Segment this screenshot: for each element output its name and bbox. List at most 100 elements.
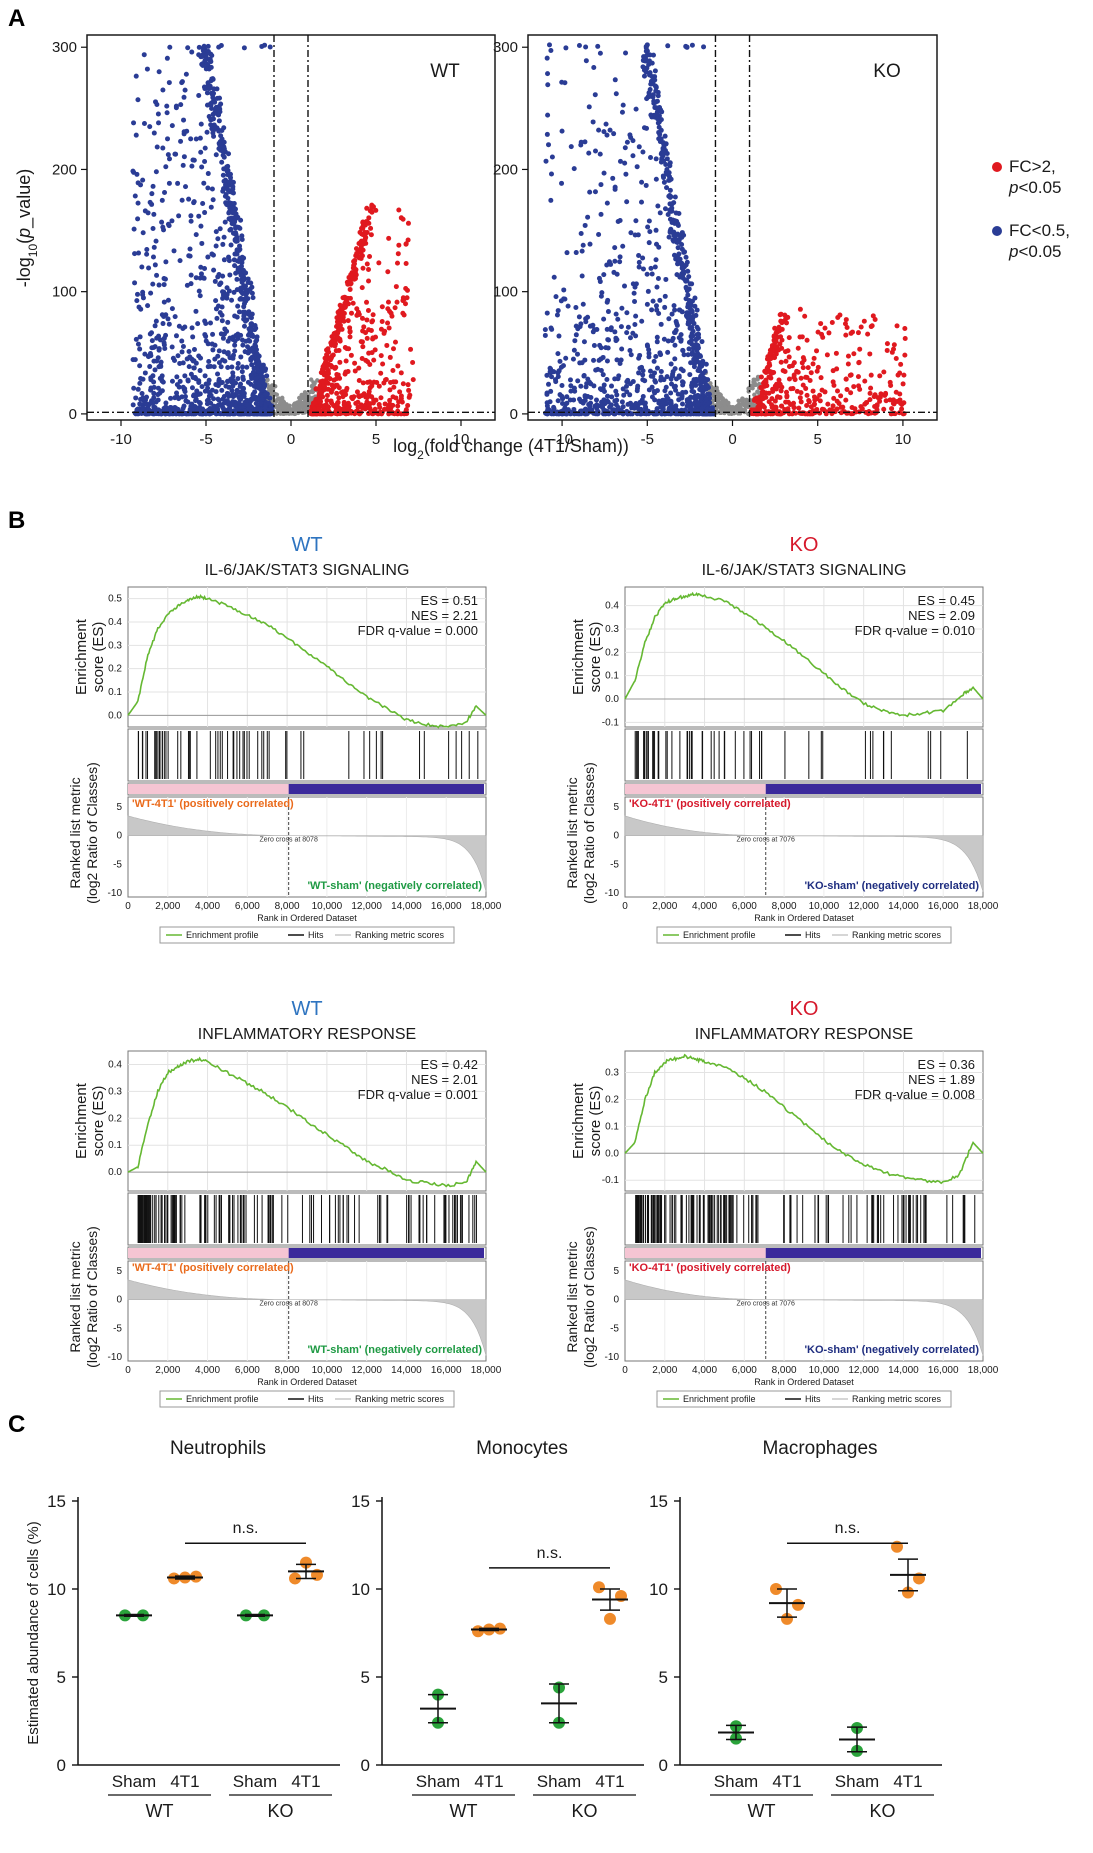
point-up	[325, 386, 331, 392]
point-up	[359, 285, 365, 291]
point-down	[678, 332, 684, 338]
point-down	[582, 357, 588, 363]
point-up	[329, 382, 335, 388]
point-down	[219, 136, 225, 142]
point-down	[580, 242, 586, 248]
point-up	[814, 368, 820, 374]
point-up	[855, 374, 861, 380]
point-down	[622, 283, 628, 289]
point-up	[356, 365, 362, 371]
point-down	[204, 90, 210, 96]
point-down	[597, 342, 603, 348]
point-up	[760, 403, 766, 409]
point-down	[687, 396, 693, 402]
point-down	[674, 272, 680, 278]
point-down	[187, 354, 193, 360]
es-y-tick-label: 0.3	[605, 1068, 619, 1079]
point-down	[174, 374, 180, 380]
point-down	[660, 140, 666, 146]
point-up	[364, 261, 370, 267]
point-down	[196, 93, 202, 99]
point-down	[632, 284, 638, 290]
point-up	[804, 337, 810, 343]
point-down	[579, 248, 585, 254]
zero-cross-label: Zero cross at 7076	[737, 1301, 795, 1308]
point-down	[545, 112, 551, 118]
point-up	[407, 392, 413, 398]
point-down	[680, 368, 686, 374]
point-down	[133, 395, 139, 401]
point-down	[661, 377, 667, 383]
point-down	[581, 373, 587, 379]
point-down	[655, 116, 661, 122]
point-down	[214, 315, 220, 321]
point-down	[658, 321, 664, 327]
point-down	[243, 410, 249, 416]
point-down	[668, 176, 674, 182]
point-down	[220, 241, 226, 247]
point-down	[245, 276, 251, 282]
point-down	[612, 376, 618, 382]
point-down	[702, 386, 708, 392]
point-down	[642, 378, 648, 384]
gsea-plots: WT IL-6/JAK/STAT3 SIGNALING 0.0 0.1 0.2 0.3 0.…	[67, 534, 999, 1408]
point-up	[369, 209, 375, 215]
point-down	[663, 276, 669, 282]
point-down	[166, 180, 172, 186]
point-up	[335, 309, 341, 315]
gsea-legend-label: Hits	[805, 930, 821, 940]
point-down	[617, 254, 623, 260]
es-y-tick-label: 0.2	[605, 1094, 619, 1105]
point-up	[867, 390, 873, 396]
point-down	[205, 171, 211, 177]
point-down	[204, 61, 210, 67]
zero-cross-label: Zero cross at 7076	[737, 837, 795, 844]
point-down	[225, 187, 231, 193]
point-down	[262, 402, 268, 408]
point-down	[138, 375, 144, 381]
point-down	[156, 347, 162, 353]
point-down	[219, 403, 225, 409]
point-down	[676, 374, 682, 380]
point-down	[546, 381, 552, 387]
point-down	[131, 385, 137, 391]
point-down	[647, 229, 653, 235]
gsea-pathway-title: IL-6/JAK/STAT3 SIGNALING	[702, 562, 907, 579]
point-up	[370, 312, 376, 318]
point-down	[637, 399, 643, 405]
point-down	[227, 272, 233, 278]
point-up	[843, 317, 849, 323]
point-down	[554, 312, 560, 318]
point-down	[130, 168, 136, 174]
point-down	[209, 105, 215, 111]
point-down	[669, 409, 675, 415]
point-down	[135, 386, 141, 392]
point-down	[543, 158, 549, 164]
point-up	[365, 267, 371, 273]
point-up	[806, 399, 812, 405]
point-up	[778, 359, 784, 365]
point-down	[553, 294, 559, 300]
point-down	[184, 128, 190, 134]
legend-marker	[992, 226, 1002, 236]
point-ns	[301, 401, 306, 406]
point-up	[858, 324, 864, 330]
point-down	[141, 120, 147, 126]
point-up	[783, 399, 789, 405]
point-up	[386, 235, 392, 241]
point-down	[197, 391, 203, 397]
point-down	[653, 303, 659, 309]
point-down	[672, 404, 678, 410]
point-down	[612, 329, 618, 335]
point-down	[654, 284, 660, 290]
rank-x-tick-label: 16,000	[431, 1365, 462, 1376]
point-down	[686, 339, 692, 345]
class-bar-negative	[288, 1248, 485, 1258]
x-tick-label: 0	[728, 431, 736, 448]
point-down	[238, 285, 244, 291]
rank-x-tick-label: 18,000	[471, 901, 502, 912]
point-up	[385, 299, 391, 305]
point-up	[897, 391, 903, 397]
point-down	[603, 410, 609, 416]
